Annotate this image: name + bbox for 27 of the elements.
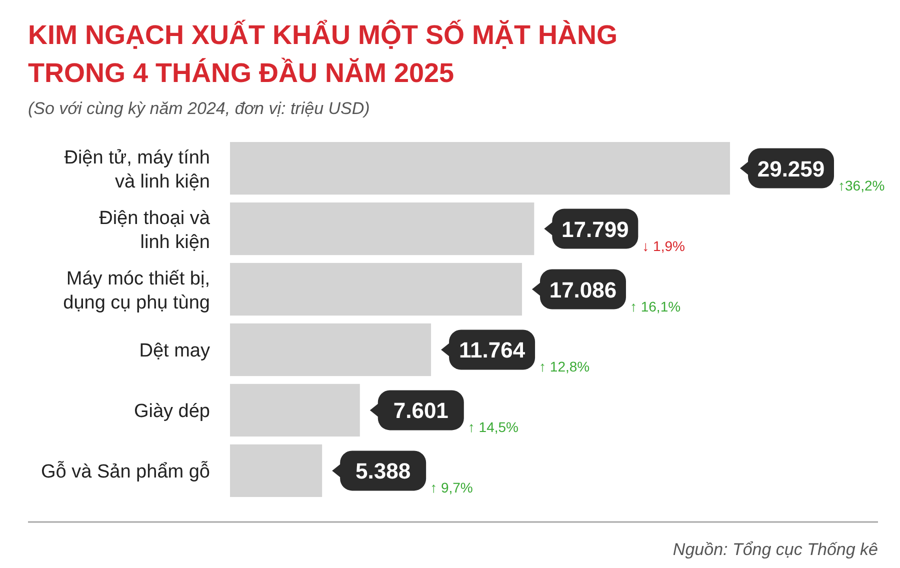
bar [230, 202, 534, 256]
y-tick-label: Giày dép [134, 401, 210, 422]
y-tick-label: Điện tử, máy tính và linh kiện [64, 147, 210, 192]
bar [230, 323, 432, 376]
y-tick-label: Gỗ và Sản phẩm gỗ [41, 460, 210, 483]
data-label: 17.086 [549, 277, 617, 302]
text: Nguồn: Tổng cục Thống kê [672, 540, 878, 559]
data-label: 11.764 [458, 338, 526, 363]
annotation: ↑ 14,5% [468, 419, 518, 436]
y-tick-label: Dệt may [139, 340, 210, 362]
bar [230, 384, 360, 437]
data-label: 29.259 [757, 156, 825, 182]
y-tick-label: Điện thoại và linh kiện [99, 208, 210, 253]
bar [230, 262, 522, 316]
data-label: 5.388 [356, 458, 411, 484]
bar [230, 444, 322, 497]
annotation: ↑ 9,7% [430, 480, 473, 496]
chart-title: KIM NGẠCH XUẤT KHẨU MỘT SỐ MẶT HÀNG TRONG 4 THÁNG ĐẦU NĂM 2025 [28, 19, 618, 88]
data-label: 17.799 [562, 216, 629, 242]
bar [230, 142, 730, 195]
data-label: 7.601 [393, 398, 448, 424]
annotation: ↓ 1,9% [642, 238, 685, 254]
annotation: ↑ 12,8% [539, 358, 590, 375]
text: ↑36,2% [838, 177, 885, 194]
y-tick-label: Máy móc thiết bị, dụng cụ phụ tùng [63, 268, 210, 314]
annotation: ↑ 16,1% [630, 298, 681, 314]
chart-subtitle: (So với cùng kỳ năm 2024, đơn vị: triệu USD) [28, 99, 370, 118]
